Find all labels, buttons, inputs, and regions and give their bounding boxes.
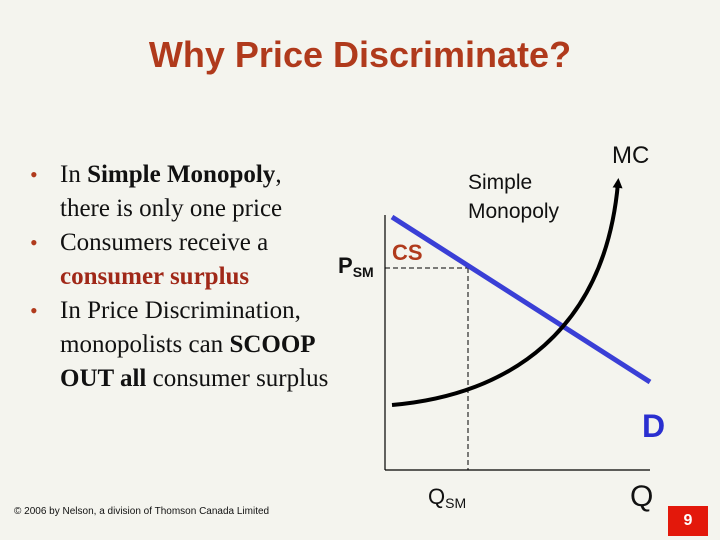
bullet-item-simple-monopoly: • In Simple Monopoly, there is only one … xyxy=(30,158,330,226)
bullet-text: Consumers receive a consumer surplus xyxy=(60,229,269,290)
quantity-axis-label: Q xyxy=(630,480,654,513)
bullet-item-consumer-surplus: • Consumers receive a consumer surplus xyxy=(30,226,330,294)
mc-curve xyxy=(391,178,623,407)
cs-label: CS xyxy=(392,240,423,265)
page-number-badge: 9 xyxy=(668,506,708,536)
demand-label: D xyxy=(642,408,666,444)
simple-monopoly-label: Simple Monopoly xyxy=(468,171,560,223)
demand-curve xyxy=(390,214,652,385)
mc-label: MC xyxy=(612,142,650,169)
bullet-list: • In Simple Monopoly, there is only one … xyxy=(30,158,330,396)
copyright-footer: © 2006 by Nelson, a division of Thomson … xyxy=(14,506,270,517)
bullet-text: In Price Discrimination, monopolists can… xyxy=(60,297,329,392)
bullet-text: In Simple Monopoly, there is only one pr… xyxy=(60,161,283,222)
bullet-dot-icon: • xyxy=(30,230,38,255)
slide-title: Why Price Discriminate? xyxy=(148,34,572,75)
bullet-dot-icon: • xyxy=(30,298,38,323)
quantity-sm-label: QSM xyxy=(428,484,467,511)
bullet-dot-icon: • xyxy=(30,162,38,187)
bullet-item-price-discrimination: • In Price Discrimination, monopolists c… xyxy=(30,294,330,396)
price-sm-label: PSM xyxy=(338,253,374,280)
